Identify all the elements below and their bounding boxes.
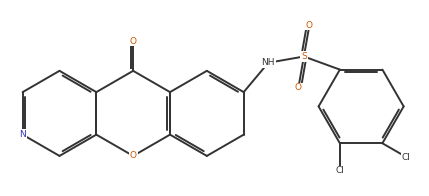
Text: O: O [306,21,313,30]
Text: Cl: Cl [335,166,344,175]
Text: O: O [130,151,137,160]
Text: Cl: Cl [402,153,411,162]
Text: N: N [19,130,26,139]
Text: NH: NH [262,58,275,67]
Text: S: S [301,52,307,61]
Text: O: O [130,37,137,45]
Text: O: O [295,83,302,93]
